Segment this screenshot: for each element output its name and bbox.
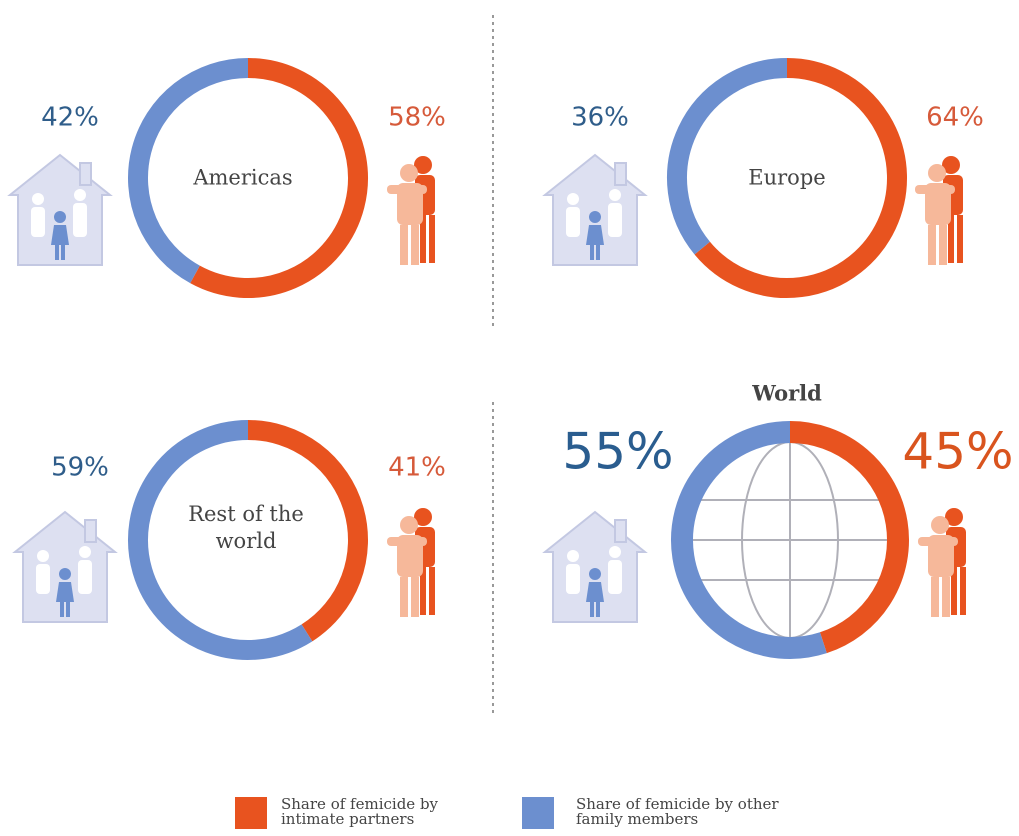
value-label: 64% [926,103,984,133]
value-label: 45% [902,423,1013,481]
legend-label: Share of femicide by other family member… [576,795,779,828]
chart-title: Europe [748,165,826,190]
donut-segment [667,58,788,255]
donut-segment [789,421,909,654]
legend-swatch [522,797,554,829]
house-icon [14,511,116,623]
value-label: 42% [41,103,99,133]
partner-icon [915,156,963,265]
house-icon [544,511,646,623]
partner-icon [387,508,435,617]
value-label: 41% [388,453,446,483]
house-icon [9,154,111,266]
donut-segment [128,58,249,284]
globe [692,441,888,639]
value-label: 36% [571,103,629,133]
chart-title: Americas [193,165,293,190]
donut-segment [694,58,907,298]
donut-segment [128,420,313,660]
value-label: 59% [51,453,109,483]
legend-swatch [235,797,267,829]
partner-icon [918,508,966,617]
house-icon [544,154,646,266]
donut-segment [671,421,827,659]
partner-icon [387,156,435,265]
donut-segment [247,420,368,642]
chart-title: Rest of the world [188,502,304,553]
chart-title: World [752,380,822,406]
value-label: 58% [388,103,446,133]
legend-label: Share of femicide by intimate partners [281,795,439,828]
value-label: 55% [562,423,673,481]
donut-segment [190,58,368,298]
